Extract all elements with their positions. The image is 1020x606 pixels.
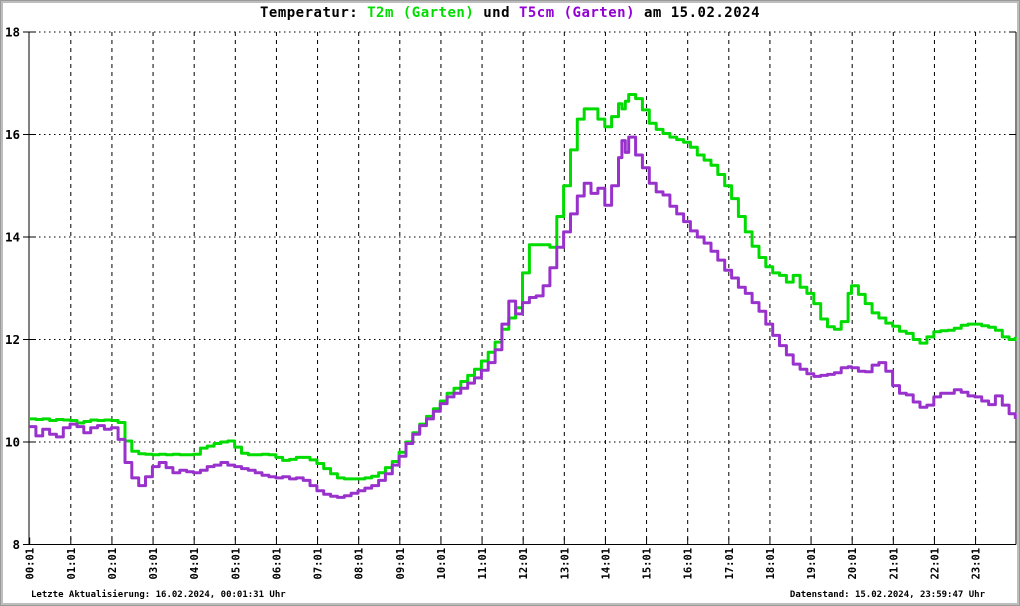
x-tick-label: 10:01 [436,548,448,580]
t5cm-line [29,135,1017,499]
x-tick-label: 09:01 [395,548,407,580]
x-tick-label: 17:01 [724,548,736,580]
title-prefix: Temperatur: [259,5,368,21]
title-series-t2m: T2m (Garten) [367,5,475,21]
data-timestamp-text: Datenstand: 15.02.2024, 23:59:47 Uhr [789,590,985,600]
x-tick-label: 02:01 [107,548,119,580]
x-tick-label: 08:01 [354,548,366,580]
y-tick-label: 16 [5,127,20,142]
title-mid: und [474,5,519,21]
y-tick-label: 8 [12,537,20,552]
x-tick-label: 03:01 [148,548,160,580]
t2m-line [29,93,1017,481]
x-tick-label: 07:01 [313,548,325,580]
chart-title: Temperatur: T2m (Garten) und T5cm (Garte… [1,5,1019,21]
x-tick-label: 15:01 [642,548,654,580]
x-tick-label: 18:01 [765,548,777,580]
y-tick-label: 14 [5,230,20,245]
x-tick-label: 01:01 [66,548,78,580]
x-tick-label: 13:01 [559,548,571,580]
x-tick-label: 23:01 [971,548,983,580]
x-tick-label: 21:01 [888,548,900,580]
x-tick-label: 12:01 [518,548,530,580]
title-suffix: am 15.02.2024 [635,5,761,21]
title-series-t5cm: T5cm (Garten) [518,5,636,21]
y-tick-label: 12 [5,332,20,347]
x-tick-label: 06:01 [271,548,283,580]
x-tick-label: 22:01 [929,548,941,580]
x-tick-label: 16:01 [683,548,695,580]
x-tick-label: 05:01 [230,548,242,580]
y-tick-label: 18 [5,25,20,40]
x-tick-label: 11:01 [477,548,489,580]
x-tick-label: 00:01 [25,548,37,580]
x-tick-label: 20:01 [847,548,859,580]
last-update-text: Letzte Aktualisierung: 16.02.2024, 00:01… [31,590,286,600]
y-tick-label: 10 [5,435,20,450]
x-tick-label: 04:01 [189,548,201,580]
x-tick-label: 19:01 [806,548,818,580]
x-tick-label: 14:01 [600,548,612,580]
